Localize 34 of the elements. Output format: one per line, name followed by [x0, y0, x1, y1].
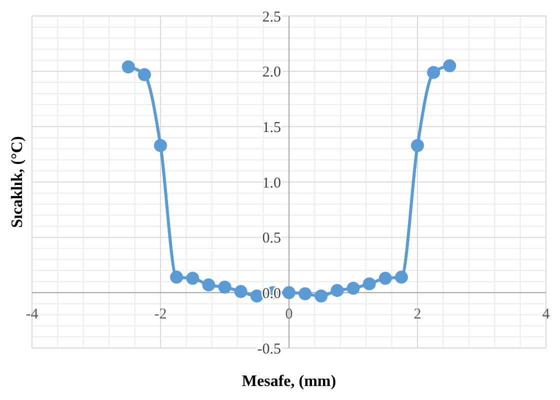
- y-tick-label: 1.0: [262, 175, 281, 192]
- point: [282, 286, 296, 300]
- point: [170, 270, 184, 284]
- point: [122, 60, 135, 74]
- y-tick-label: 0.5: [262, 230, 281, 247]
- point: [218, 280, 232, 294]
- point: [427, 66, 440, 79]
- point: [154, 138, 167, 152]
- point: [346, 282, 360, 295]
- point: [314, 289, 328, 302]
- point: [250, 289, 264, 302]
- x-tick-label: 2: [414, 306, 422, 323]
- x-tick-label: -4: [26, 306, 39, 323]
- point: [378, 272, 392, 285]
- y-tick-label: -0.5: [257, 341, 281, 358]
- x-tick-label: 4: [542, 306, 550, 323]
- y-tick-label: 1.5: [262, 120, 281, 136]
- point: [234, 285, 248, 298]
- point: [394, 270, 408, 284]
- point: [411, 138, 424, 152]
- point: [138, 68, 151, 82]
- point: [202, 278, 216, 292]
- point: [186, 272, 200, 285]
- point: [362, 277, 376, 290]
- x-tick-label: 0: [285, 306, 293, 323]
- point: [443, 59, 456, 72]
- y-tick-label: 2.0: [262, 64, 281, 81]
- point: [298, 287, 312, 300]
- y-tick-label: 2.5: [262, 9, 281, 26]
- y-tick-label: 0.0: [262, 286, 281, 302]
- x-tick-label: -2: [154, 306, 167, 323]
- x-axis-title: Mesafe, (mm): [242, 373, 336, 390]
- point: [330, 284, 344, 297]
- y-axis-title: Sıcaklık, (°C): [9, 136, 26, 228]
